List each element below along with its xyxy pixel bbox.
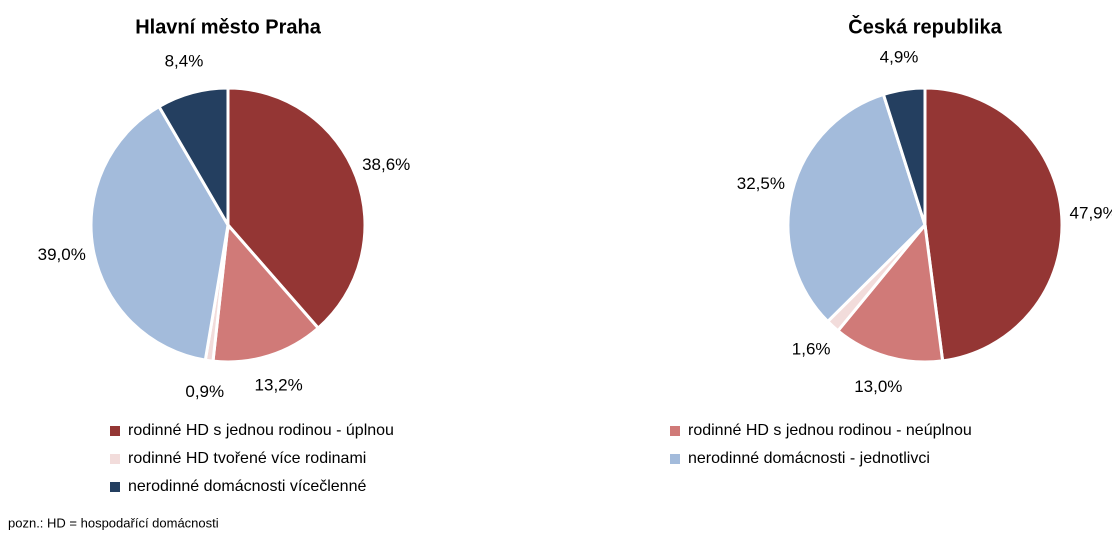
pie-slice: [211, 221, 321, 364]
pie-slice: [157, 86, 230, 231]
data-label: 1,6%: [792, 339, 831, 358]
legend-label: rodinné HD s jednou rodinou - neúplnou: [688, 422, 972, 439]
legend-label: nerodinné domácnosti vícečlenné: [128, 478, 366, 495]
data-label: 4,9%: [880, 47, 919, 66]
legend-swatch: [110, 454, 120, 464]
chart-title: Hlavní město Praha: [135, 16, 322, 38]
data-label: 0,9%: [185, 382, 224, 401]
data-label: 8,4%: [165, 51, 204, 70]
pie-slice: [923, 86, 1064, 363]
data-label: 13,2%: [255, 376, 303, 395]
legend-swatch: [670, 426, 680, 436]
chart-title: Česká republika: [848, 14, 1002, 38]
legend-swatch: [670, 454, 680, 464]
legend-label: rodinné HD s jednou rodinou - úplnou: [128, 422, 394, 439]
data-label: 47,9%: [1070, 204, 1112, 223]
legend-swatch: [110, 426, 120, 436]
pie-slice: [835, 221, 945, 364]
note: pozn.: HD = hospodařící domácnosti: [8, 515, 219, 530]
pie-slice: [786, 92, 927, 324]
legend-swatch: [110, 482, 120, 492]
data-label: 32,5%: [737, 174, 785, 193]
legend-label: nerodinné domácnosti - jednotlivci: [688, 450, 930, 467]
data-label: 38,6%: [362, 155, 410, 174]
pie-slice: [881, 86, 927, 226]
pie-slice: [226, 86, 367, 331]
legend-label: rodinné HD tvořené více rodinami: [128, 450, 366, 467]
data-label: 39,0%: [38, 245, 86, 264]
data-label: 13,0%: [854, 377, 902, 396]
pie-slice: [89, 104, 230, 362]
